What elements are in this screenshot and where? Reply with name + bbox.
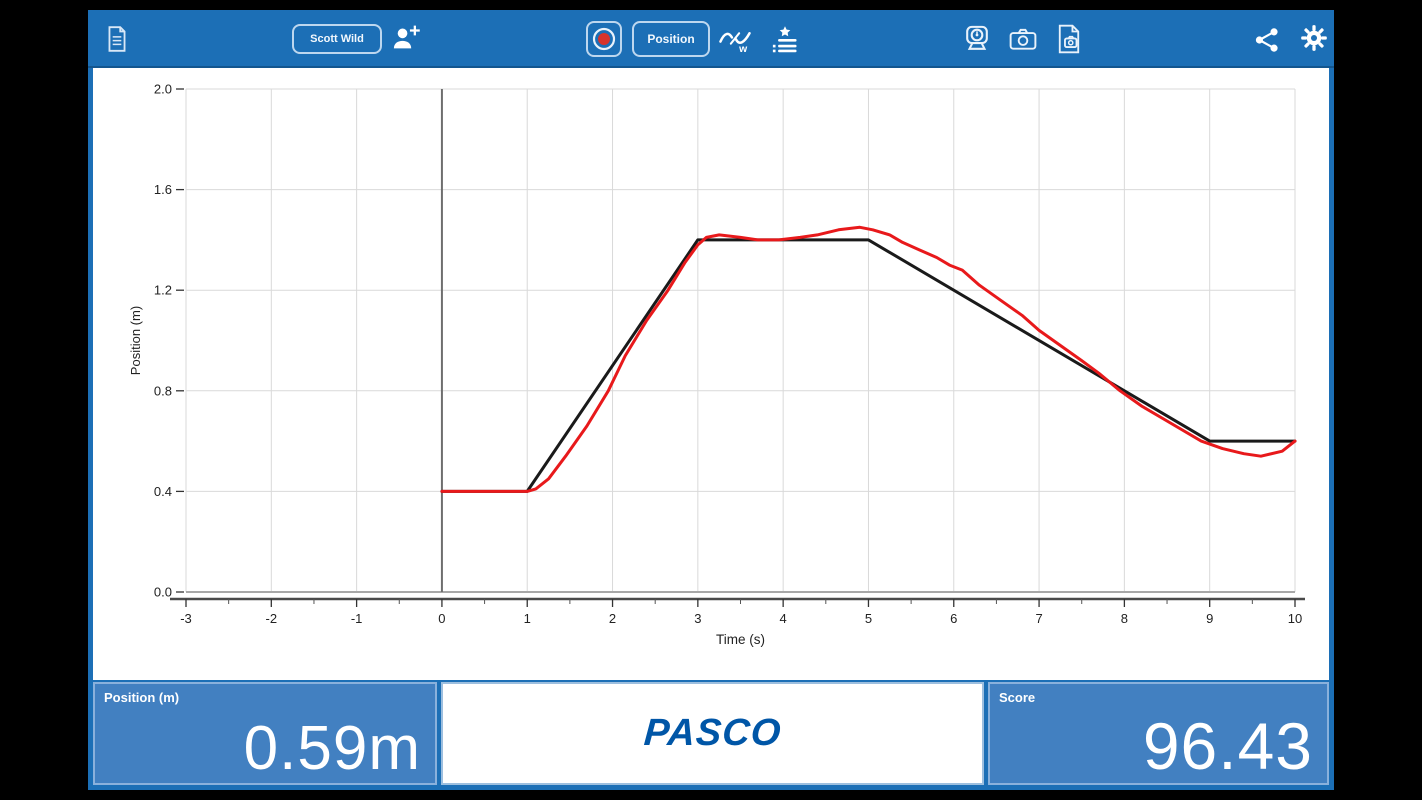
x-tick-label: 7 — [1035, 611, 1042, 626]
y-axis-title: Position (m) — [128, 306, 143, 375]
x-tick-label: 6 — [950, 611, 957, 626]
measurement-selector-button[interactable]: Position — [632, 21, 710, 57]
position-time-chart: -3 -2 -1 0 1 2 3 4 5 6 7 8 9 10 0.0 0.4 0.8 1.2 1.6 2.0 Time… — [128, 82, 1305, 647]
position-digit-label: Position (m) — [104, 690, 180, 705]
measured-position-line — [440, 225, 1297, 493]
x-tick-label: -1 — [351, 611, 363, 626]
score-digit-label: Score — [999, 690, 1036, 705]
document-icon[interactable] — [104, 25, 130, 53]
graph-match-icon[interactable]: w — [718, 26, 752, 54]
y-tick-label: 1.6 — [154, 182, 172, 197]
toolbar: Scott Wild Position w — [88, 10, 1334, 68]
x-tick-label: -2 — [266, 611, 278, 626]
position-digit-value: 0.59m — [243, 713, 421, 783]
x-tick-label: -3 — [180, 611, 192, 626]
y-tick-label: 0.8 — [154, 383, 172, 398]
y-tick-label: 0.4 — [154, 484, 172, 499]
score-digit-value: 96.43 — [1142, 708, 1313, 783]
pasco-logo: PASCO — [642, 712, 783, 754]
app-window: Scott Wild Position w — [88, 10, 1334, 790]
x-tick-label: 3 — [694, 611, 701, 626]
logo-panel: PASCO — [441, 682, 984, 785]
digits-row: Position (m) 0.59m PASCO Score 96.43 — [93, 682, 1329, 785]
y-tick-label: 0.0 — [154, 585, 172, 600]
journal-snapshot-icon[interactable] — [1056, 24, 1082, 54]
session-name-button[interactable]: Scott Wild — [292, 24, 382, 54]
chart-panel: -3 -2 -1 0 1 2 3 4 5 6 7 8 9 10 0.0 0.4 0.8 1.2 1.6 2.0 Time… — [93, 68, 1329, 680]
x-tick-label: 4 — [780, 611, 787, 626]
x-tick-label: 0 — [438, 611, 445, 626]
position-digit-panel: Position (m) 0.59m — [93, 682, 437, 785]
x-tick-label: 8 — [1121, 611, 1128, 626]
motion-sensor-icon[interactable] — [962, 24, 992, 54]
record-button[interactable] — [586, 21, 622, 57]
x-axis-title: Time (s) — [716, 632, 765, 647]
gear-icon[interactable] — [1300, 24, 1328, 52]
score-list-icon[interactable] — [770, 25, 800, 53]
y-tick-label: 1.2 — [154, 283, 172, 298]
x-tick-label: 2 — [609, 611, 616, 626]
x-tick-label: 1 — [524, 611, 531, 626]
x-tick-label: 5 — [865, 611, 872, 626]
add-user-icon[interactable] — [391, 24, 421, 52]
x-tick-label: 9 — [1206, 611, 1213, 626]
x-tick-label: 10 — [1288, 611, 1302, 626]
svg-text:w: w — [738, 44, 748, 54]
share-icon[interactable] — [1254, 27, 1280, 53]
camera-icon[interactable] — [1009, 27, 1037, 51]
y-tick-label: 2.0 — [154, 82, 172, 97]
score-digit-panel: Score 96.43 — [988, 682, 1329, 785]
